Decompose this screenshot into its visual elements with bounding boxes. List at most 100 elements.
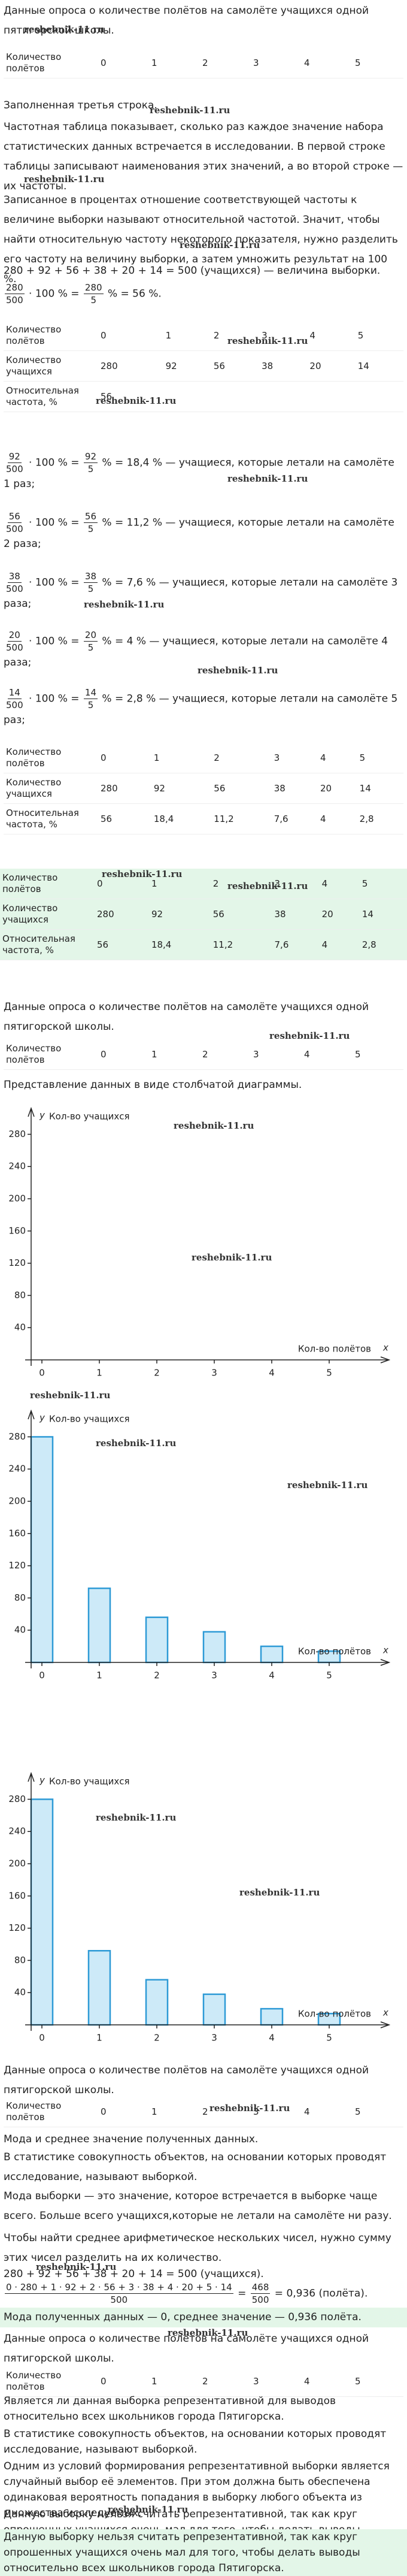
formula: 38 500 · 100 % = 38 5 % = 7,6 % — учащиеся… <box>4 570 403 613</box>
watermark: reshebnik-11.ru <box>227 473 308 484</box>
table-cell: 11,2 <box>211 803 272 835</box>
table-cell: 18,4 <box>151 803 212 835</box>
watermark: reshebnik-11.ru <box>269 1030 350 1041</box>
table-cell: 2 <box>200 48 251 78</box>
table-cell: 92 <box>163 350 211 382</box>
fraction: 56 5 <box>83 510 98 535</box>
table-cell: Количество полётов <box>4 2366 98 2397</box>
flights-table: Количество полётов 0 1 2 3 4 5 <box>4 48 403 78</box>
table-cell: 56 <box>210 899 272 930</box>
watermark: reshebnik-11.ru <box>192 1252 272 1263</box>
formula-text: · 100 % = <box>25 693 83 705</box>
table-cell: 4 <box>317 743 357 773</box>
denominator: 500 <box>6 700 23 710</box>
table-cell: 0 <box>98 2097 149 2127</box>
x-tick-label: 3 <box>211 2033 217 2043</box>
formula-text: · 100 % = <box>25 635 83 648</box>
fraction: 14 5 <box>83 687 98 711</box>
denominator: 500 <box>110 2294 128 2305</box>
y-tick-label: 40 <box>14 1322 26 1333</box>
table-cell: 3 <box>272 869 320 899</box>
table-cell <box>211 381 260 412</box>
table-cell: Относительная частота, % <box>0 929 95 960</box>
x-axis-letter: x <box>382 1343 388 1353</box>
y-tick-label: 200 <box>8 1858 26 1869</box>
table-cell: 3 <box>259 321 308 351</box>
bar <box>87 1950 111 2026</box>
answer: Мода полученных данных — 0, среднее знач… <box>0 2308 407 2327</box>
table-cell: 1 <box>163 321 211 351</box>
x-tick-label: 4 <box>269 1670 275 1681</box>
table-row: Количество полётов 0 1 2 3 4 5 <box>4 1039 403 1070</box>
table-cell: 56 <box>211 350 260 382</box>
table-cell: 4 <box>302 2366 353 2397</box>
table-cell: 5 <box>353 1039 403 1070</box>
bar <box>30 1436 54 1664</box>
table-cell: 5 <box>355 321 403 351</box>
watermark: reshebnik-11.ru <box>180 240 260 250</box>
watermark: reshebnik-11.ru <box>96 1438 177 1449</box>
table-cell: 280 <box>95 899 149 930</box>
table-cell: 38 <box>259 350 308 382</box>
fraction: 92 500 <box>5 451 25 475</box>
table-cell: 20 <box>319 899 360 930</box>
table-cell: 14 <box>355 350 403 382</box>
x-tick-label: 1 <box>96 1368 102 1378</box>
numerator: 92 <box>7 451 22 463</box>
y-tick-label: 160 <box>8 1528 26 1538</box>
denominator: 5 <box>87 642 94 653</box>
y-axis-letter: y <box>39 1775 45 1786</box>
numerator: 56 <box>7 511 22 523</box>
y-tick-label: 40 <box>14 1987 26 1998</box>
table-cell: Количество полётов <box>4 321 98 351</box>
flights-table: Количество полётов 0 1 2 3 4 5 <box>4 2097 403 2127</box>
table-cell: 2,8 <box>359 929 407 960</box>
table-cell: 1 <box>148 869 211 899</box>
table-cell: 4 <box>319 869 360 899</box>
y-tick-label: 200 <box>8 1496 26 1507</box>
formula-text: · 100 % = <box>25 456 83 469</box>
flights-table: Количество полётов 0 1 2 3 4 5 <box>4 2366 403 2397</box>
numerator: 280 <box>5 282 25 294</box>
x-axis-letter: x <box>382 1645 388 1656</box>
table-row: Количество полётов 0 1 2 3 4 5 <box>4 48 403 78</box>
heading: Представление данных в виде столбчатой д… <box>4 1079 302 1091</box>
table-cell: 92 <box>148 899 211 930</box>
paragraph: Чтобы найти среднее арифметическое неско… <box>4 2232 391 2264</box>
paragraph: В статистике совокупность объектов, на о… <box>4 2151 387 2183</box>
table-row: Относительная частота, % 56 18,4 11,2 7,6 4 2,… <box>0 929 407 960</box>
fraction: 92 5 <box>83 451 98 475</box>
denominator: 500 <box>6 642 23 653</box>
table-row: Количество учащихся 280 92 56 38 20 14 <box>0 899 407 930</box>
x-tick-label: 2 <box>154 2033 160 2043</box>
table-cell: 1 <box>149 1039 200 1070</box>
watermark: reshebnik-11.ru <box>96 1812 177 1823</box>
formula: 0 · 280 + 1 · 92 + 2 · 56 + 3 · 38 + 4 ·… <box>4 2281 403 2306</box>
table-cell: Количество полётов <box>4 743 98 773</box>
table-row: Относительная частота, % 56 18,4 11,2 7,6 4 2,… <box>4 803 403 835</box>
watermark: reshebnik-11.ru <box>227 881 308 891</box>
y-tick-label: 80 <box>14 1955 26 1966</box>
formula-text: · 100 % = <box>25 288 83 300</box>
y-tick-label: 120 <box>8 1922 26 1933</box>
table-cell: Количество полётов <box>0 869 95 899</box>
numerator: 14 <box>83 687 98 699</box>
survey-title: Данные опроса о количестве полётов на са… <box>4 1001 369 1033</box>
table-cell: 5 <box>353 2097 403 2127</box>
x-arrow <box>380 1356 391 1363</box>
formula-text: % = 56 %. <box>104 288 162 300</box>
y-tick-label: 80 <box>14 1592 26 1603</box>
table-cell: Количество полётов <box>4 1039 98 1070</box>
table-cell: 3 <box>251 2366 302 2397</box>
table-cell <box>307 381 356 412</box>
y-axis-label: Кол-во учащихся <box>49 1111 130 1122</box>
table-row: Количество учащихся 280 92 56 38 20 14 <box>4 350 403 382</box>
table-cell: 2 <box>211 743 272 773</box>
watermark: reshebnik-11.ru <box>198 665 278 676</box>
formula-text: % = 11,2 % — учащиеся, которые летали на… <box>4 516 394 551</box>
table-cell: Относительная частота, % <box>4 381 98 412</box>
table-cell: Количество полётов <box>4 48 98 78</box>
table-cell: 4 <box>319 929 360 960</box>
paragraph: Частотная таблица показывает, сколько ра… <box>4 121 403 192</box>
